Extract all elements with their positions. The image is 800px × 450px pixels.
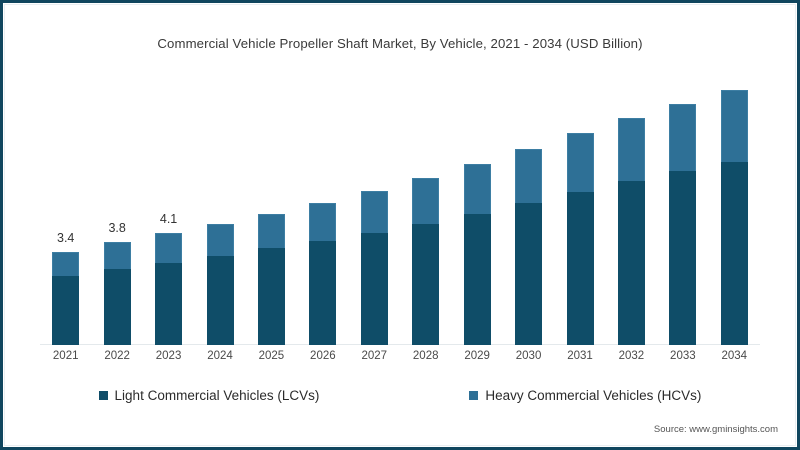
bar-segment-hcv[interactable] — [720, 90, 748, 163]
bar-segment-lcv[interactable] — [566, 191, 594, 345]
x-axis-tick-2023: 2023 — [155, 350, 182, 362]
square-marker-icon — [98, 391, 108, 400]
x-axis-tick-2033: 2033 — [670, 350, 696, 362]
bar-group-2033[interactable] — [669, 103, 697, 345]
x-axis-tick-2034: 2034 — [721, 350, 748, 362]
bar-segment-hcv[interactable] — [412, 178, 440, 224]
bar-segment-hcv[interactable] — [463, 164, 491, 214]
bar-segment-hcv[interactable] — [360, 191, 388, 233]
x-axis-tick-2026: 2026 — [310, 350, 336, 362]
bar-group-2022[interactable]: 3.8 — [103, 221, 131, 345]
stacked-bar[interactable] — [566, 133, 594, 345]
bar-segment-hcv[interactable] — [103, 241, 131, 269]
bar-segment-lcv[interactable] — [206, 255, 234, 345]
bar-value-label-2021: 3.4 — [57, 231, 75, 246]
bar-segment-lcv[interactable] — [412, 223, 440, 345]
x-axis-tick-2032: 2032 — [618, 350, 645, 362]
bar-segment-lcv[interactable] — [617, 181, 645, 345]
stacked-bar[interactable] — [617, 118, 645, 345]
legend-item-lcv[interactable]: Light Commercial Vehicles (LCVs) — [98, 388, 320, 403]
stacked-bar[interactable] — [257, 213, 285, 345]
x-axis-tick-2030: 2030 — [515, 350, 542, 362]
legend-item-label: Heavy Commercial Vehicles (HCVs) — [485, 388, 702, 403]
square-marker-icon — [469, 391, 479, 400]
x-axis-tick-2024: 2024 — [207, 350, 233, 362]
chart-title: Commercial Vehicle Propeller Shaft Marke… — [157, 36, 643, 51]
stacked-bar[interactable] — [412, 178, 440, 345]
bar-segment-hcv[interactable] — [566, 133, 594, 192]
chart-legend: Light Commercial Vehicles (LCVs) Heavy C… — [0, 388, 800, 403]
bar-segment-lcv[interactable] — [103, 268, 131, 345]
bar-group-2032[interactable] — [617, 118, 645, 345]
bar-segment-lcv[interactable] — [309, 240, 337, 345]
x-axis-tick-2028: 2028 — [412, 350, 439, 362]
stacked-bar[interactable] — [309, 202, 337, 345]
x-axis-baseline — [40, 344, 760, 345]
x-axis-tick-2031: 2031 — [567, 350, 593, 362]
bar-group-2034[interactable] — [720, 90, 748, 345]
source-attribution: Source: www.gminsights.com — [653, 424, 778, 435]
bar-segment-hcv[interactable] — [515, 149, 543, 203]
legend-item-label: Light Commercial Vehicles (LCVs) — [114, 388, 320, 403]
bar-group-2023[interactable]: 4.1 — [155, 212, 183, 345]
x-axis-tick-2021: 2021 — [52, 350, 79, 362]
stacked-bar[interactable] — [206, 223, 234, 345]
bar-group-2031[interactable] — [566, 133, 594, 345]
bar-segment-lcv[interactable] — [257, 248, 285, 345]
bar-segment-hcv[interactable] — [669, 103, 697, 172]
bar-group-2029[interactable] — [463, 164, 491, 345]
bar-group-2030[interactable] — [515, 149, 543, 345]
stacked-bar[interactable] — [155, 233, 183, 345]
stacked-bar[interactable] — [515, 149, 543, 345]
x-axis-tick-2029: 2029 — [464, 350, 490, 362]
bar-segment-hcv[interactable] — [52, 252, 80, 276]
bar-segment-lcv[interactable] — [52, 275, 80, 345]
bar-segment-hcv[interactable] — [206, 223, 234, 256]
stacked-bar[interactable] — [463, 164, 491, 345]
bar-segment-hcv[interactable] — [309, 202, 337, 241]
bar-group-2021[interactable]: 3.4 — [52, 231, 80, 345]
bar-segment-lcv[interactable] — [463, 213, 491, 345]
bar-segment-hcv[interactable] — [257, 213, 285, 249]
bar-group-2025[interactable] — [257, 213, 285, 345]
x-axis-tick-2027: 2027 — [361, 350, 388, 362]
bar-segment-lcv[interactable] — [669, 171, 697, 345]
stacked-bar[interactable] — [360, 191, 388, 345]
x-axis-tick-2022: 2022 — [104, 350, 130, 362]
x-axis-tick-2025: 2025 — [258, 350, 285, 362]
bar-segment-hcv[interactable] — [617, 118, 645, 182]
bar-value-label-2022: 3.8 — [108, 220, 126, 235]
bar-group-2027[interactable] — [360, 191, 388, 345]
stacked-bar[interactable] — [720, 90, 748, 345]
bar-group-2026[interactable] — [309, 202, 337, 345]
bar-value-label-2023: 4.1 — [159, 212, 178, 227]
bar-segment-lcv[interactable] — [360, 232, 388, 345]
bar-group-2024[interactable] — [206, 223, 234, 345]
stacked-bar[interactable] — [103, 241, 131, 345]
stacked-bar[interactable] — [52, 252, 80, 345]
stacked-bar[interactable] — [669, 103, 697, 345]
plot-area: 3.4 3.8 4.1 — [40, 70, 760, 345]
bar-group-2028[interactable] — [412, 178, 440, 345]
bar-segment-lcv[interactable] — [155, 262, 183, 345]
bar-segment-lcv[interactable] — [720, 162, 748, 345]
bar-segment-lcv[interactable] — [515, 202, 543, 345]
bar-segment-hcv[interactable] — [155, 233, 183, 263]
legend-item-hcv[interactable]: Heavy Commercial Vehicles (HCVs) — [469, 388, 701, 403]
x-axis-tick-labels: 2021 2022 2023 2024 2025 2026 2027 2028 2029 2030… — [40, 350, 760, 370]
